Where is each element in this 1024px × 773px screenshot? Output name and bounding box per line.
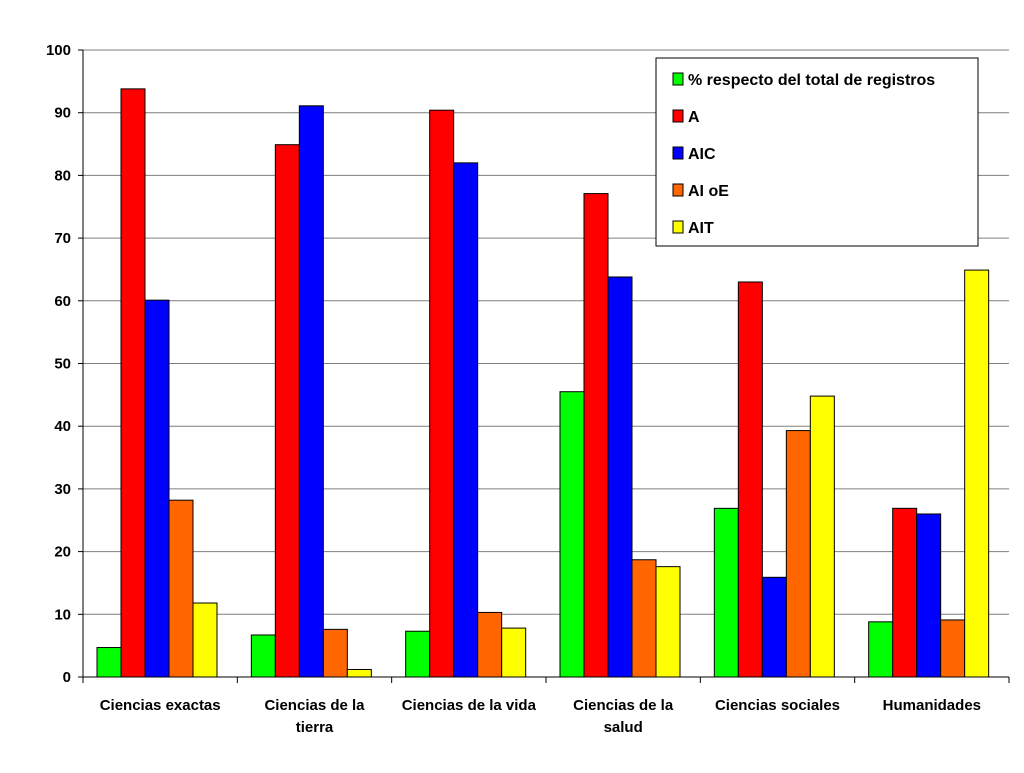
y-tick-label: 40 [54, 418, 71, 435]
y-tick-label: 80 [54, 167, 71, 184]
bar [405, 630, 431, 678]
bar [785, 430, 811, 678]
bar [168, 499, 194, 678]
legend-swatch [672, 109, 684, 123]
bar [429, 109, 455, 678]
bar [737, 281, 763, 678]
x-tick-label-line: Ciencias sociales [715, 697, 840, 714]
y-tick-label: 20 [54, 544, 71, 561]
bar [713, 507, 739, 678]
bar [809, 395, 835, 678]
x-tick-label-line: Ciencias de la [573, 697, 674, 714]
legend-label: AI oE [688, 183, 729, 200]
legend-label: A [688, 109, 700, 126]
y-tick-label: 0 [63, 669, 71, 686]
bar [192, 602, 218, 678]
legend-swatch [672, 220, 684, 234]
x-tick-label-line: Ciencias de la [264, 697, 365, 714]
legend-swatch [672, 146, 684, 160]
legend-swatch [672, 72, 684, 86]
bar [607, 276, 633, 678]
legend-label: AIC [688, 146, 716, 163]
x-tick-label: Ciencias sociales [715, 697, 840, 714]
x-tick-label: Ciencias de la vida [402, 697, 537, 714]
bar [346, 668, 372, 678]
x-tick-label-line: Ciencias de la vida [402, 697, 537, 714]
bar [631, 559, 657, 678]
bar [250, 634, 276, 678]
x-tick-label: Ciencias de la tierra [264, 697, 365, 736]
x-tick-label: Ciencias exactas [100, 697, 221, 714]
y-tick-label: 50 [54, 356, 71, 373]
x-tick-label: Ciencias de la salud [573, 697, 674, 736]
bar [501, 627, 527, 678]
bar [322, 628, 348, 678]
y-tick-label: 90 [54, 105, 71, 122]
y-tick-label: 10 [54, 606, 71, 623]
bar [453, 162, 479, 678]
legend-label: AIT [688, 220, 714, 237]
legend-label: % respecto del total de registros [688, 72, 935, 89]
bar [868, 621, 894, 678]
x-tick-label-line: Ciencias exactas [100, 697, 221, 714]
y-tick-label: 60 [54, 293, 71, 310]
y-tick-label: 100 [46, 42, 71, 59]
bar [144, 299, 170, 678]
bar [298, 105, 324, 678]
legend-swatch [672, 183, 684, 197]
x-tick-label-line: salud [604, 719, 643, 736]
bar [916, 513, 942, 678]
bar [655, 566, 681, 678]
bar [477, 611, 503, 678]
bar [964, 269, 990, 678]
legend-box [655, 57, 979, 247]
bar [120, 88, 146, 678]
bar [892, 507, 918, 678]
y-tick-label: 70 [54, 230, 71, 247]
x-tick-label: Humanidades [883, 697, 981, 714]
bar [96, 647, 122, 678]
x-tick-label-line: tierra [296, 719, 334, 736]
bar [940, 619, 966, 678]
bar [274, 144, 300, 678]
bar [761, 576, 787, 678]
bar [559, 391, 585, 678]
x-tick-label-line: Humanidades [883, 697, 981, 714]
bar [583, 193, 609, 678]
y-tick-label: 30 [54, 481, 71, 498]
